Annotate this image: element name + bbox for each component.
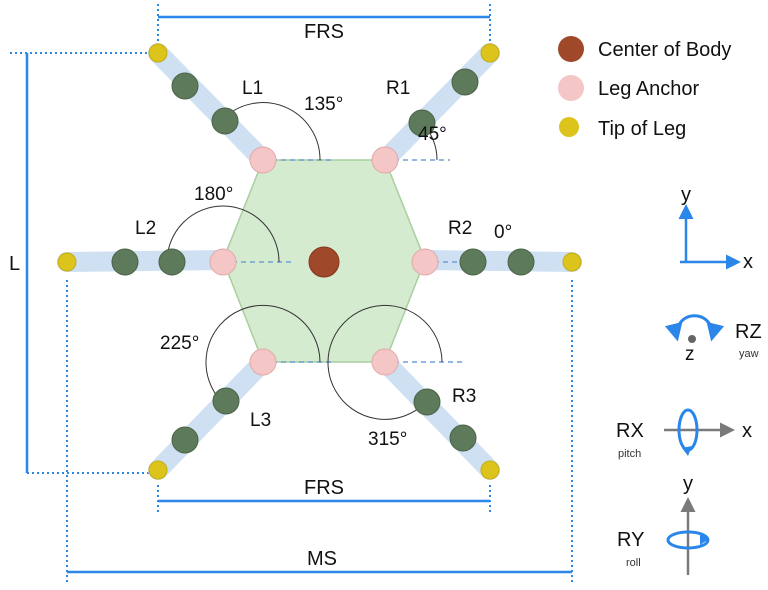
length-label: L — [9, 253, 20, 275]
leg-anchors — [209, 146, 439, 376]
legend-label-anchor: Leg Anchor — [598, 78, 700, 100]
rz-yaw-icon: z RZ yaw — [664, 314, 762, 365]
leg-tips — [57, 43, 582, 480]
ry-roll-icon: y RY roll — [617, 473, 710, 575]
ry-axis-label: y — [683, 473, 693, 495]
dimension-length — [10, 52, 150, 474]
leg-r2-label: R2 — [448, 218, 472, 239]
leg-joints — [111, 68, 535, 454]
legend-swatch-anchor — [558, 75, 584, 101]
ms-label: MS — [307, 548, 337, 570]
rz-label: RZ — [735, 321, 762, 343]
rx-sub-label: pitch — [618, 448, 641, 460]
legend-swatch-center — [558, 36, 584, 62]
angle-r1-label: 45° — [418, 124, 447, 145]
arc-l2 — [166, 205, 280, 263]
leg-l2-label: L2 — [135, 218, 156, 239]
leg-r3-bar — [375, 352, 500, 480]
leg-l2-bar — [57, 250, 233, 272]
leg-l1-label: L1 — [242, 78, 263, 99]
dimension-frs-bottom — [157, 485, 491, 515]
dimension-frs-top — [157, 4, 491, 42]
leg-r2-bar — [415, 250, 582, 272]
center-of-body — [308, 246, 340, 278]
rx-axis-label: x — [742, 420, 752, 442]
rx-label: RX — [616, 420, 644, 442]
angle-r2-label: 0° — [494, 222, 512, 243]
rz-axis-label: z — [685, 344, 695, 365]
angle-arcs — [166, 102, 443, 420]
leg-l3-bar — [148, 352, 273, 480]
ry-sub-label: roll — [626, 557, 641, 569]
ry-label: RY — [617, 529, 644, 551]
frs-bottom-label: FRS — [304, 477, 344, 499]
arc-l1 — [221, 102, 321, 161]
leg-r1-label: R1 — [386, 78, 410, 99]
arc-l3 — [205, 304, 321, 404]
angle-l3-label: 225° — [160, 333, 199, 354]
angle-r3-label: 315° — [368, 429, 407, 450]
leg-r3-label: R3 — [452, 386, 476, 407]
angle-l2-label: 180° — [194, 184, 233, 205]
rx-pitch-icon: RX pitch x — [616, 408, 752, 460]
rz-sub-label: yaw — [739, 348, 759, 360]
legend-label-center: Center of Body — [598, 39, 731, 61]
leg-l1-bar — [148, 43, 273, 170]
legend-label-tip: Tip of Leg — [598, 118, 686, 140]
dimension-ms — [66, 280, 573, 585]
leg-l3-label: L3 — [250, 410, 271, 431]
legend: Center of Body Leg Anchor Tip of Leg — [558, 36, 731, 140]
arc-r3 — [327, 304, 443, 420]
angle-l1-label: 135° — [304, 94, 343, 115]
planar-y-label: y — [681, 184, 691, 206]
frs-top-label: FRS — [304, 21, 344, 43]
planar-x-label: x — [743, 251, 753, 273]
legend-swatch-tip — [559, 117, 579, 137]
planar-axes: y x — [678, 184, 753, 273]
